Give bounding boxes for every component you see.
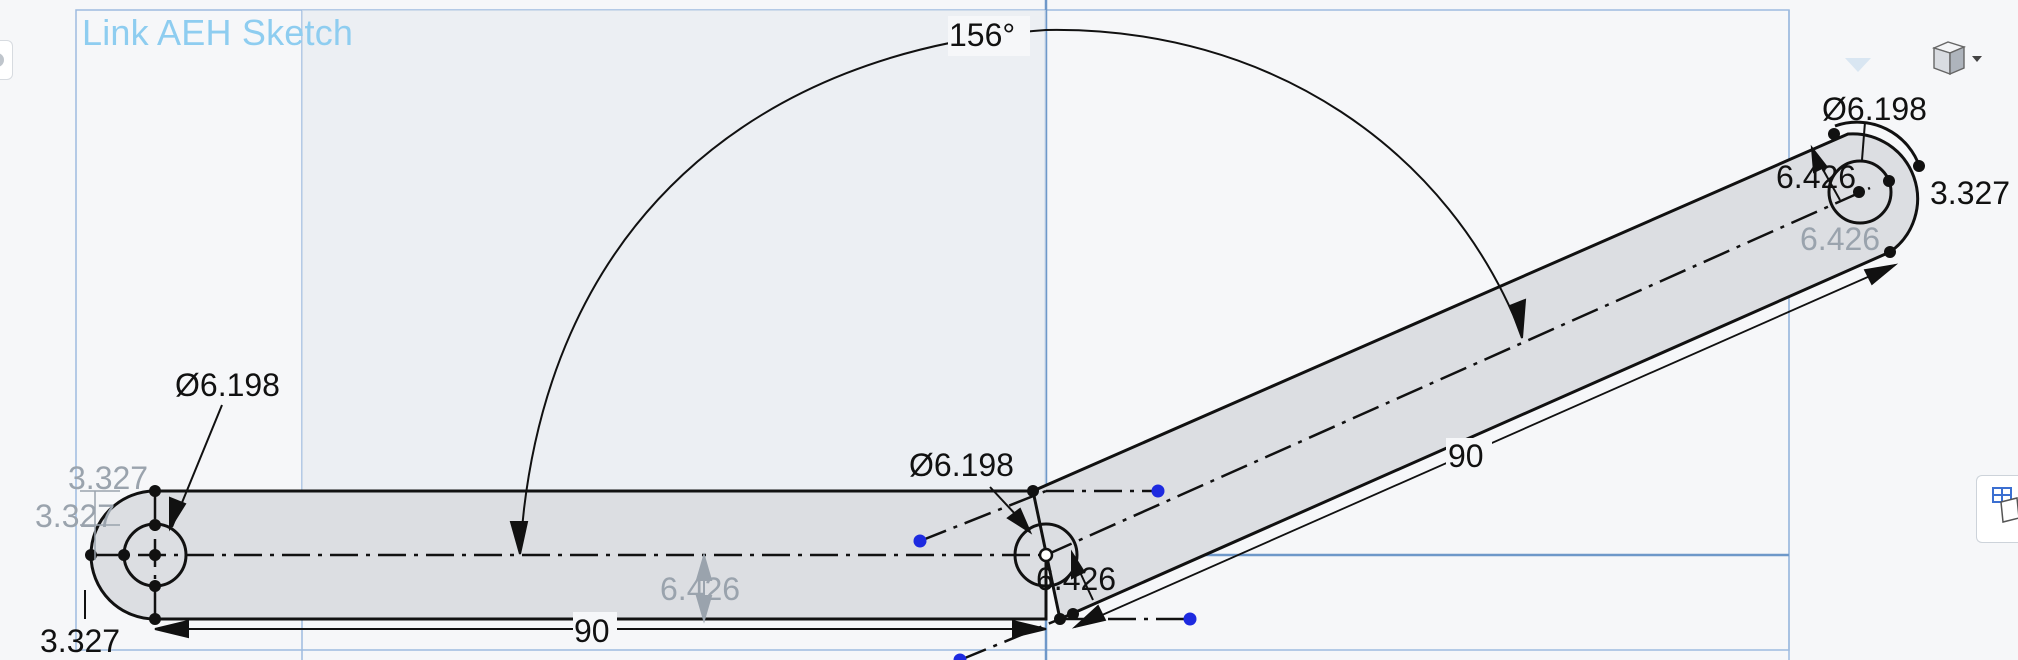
centerlines	[90, 186, 1871, 660]
thickness-mid-label[interactable]: 6.426	[1036, 561, 1116, 597]
width-left-side-label[interactable]: 3.327	[35, 498, 115, 534]
width-right-label[interactable]: 3.327	[1930, 175, 2010, 211]
diagonal-link-body[interactable]	[1031, 132, 1920, 622]
dia-mid-label[interactable]: Ø6.198	[909, 447, 1014, 483]
length-bottom-bg	[573, 612, 617, 648]
right-end-arc	[1834, 120, 1922, 169]
view-cube-button[interactable]	[1926, 38, 1986, 82]
diameter-leaders	[169, 121, 1866, 535]
length-bottom-label[interactable]: 90	[574, 613, 610, 649]
left-panel-stub[interactable]	[0, 40, 13, 80]
thickness-right-top-label[interactable]: 6.426	[1776, 159, 1856, 195]
thickness-right-bottom-label[interactable]: 6.426	[1800, 221, 1880, 257]
construction-endpoints[interactable]	[913, 484, 1197, 660]
hole-right[interactable]	[1827, 159, 1893, 225]
caret-down-icon	[1972, 56, 1982, 62]
length-diag-bg	[1446, 438, 1492, 474]
plane-shade	[302, 10, 1046, 555]
length-diag-label[interactable]: 90	[1448, 438, 1484, 474]
dia-left-label[interactable]: Ø6.198	[175, 367, 280, 403]
panel-handle-icon	[0, 53, 4, 67]
thickness-center-label[interactable]: 6.426	[660, 571, 740, 607]
dia-right-label[interactable]: Ø6.198	[1822, 91, 1927, 127]
width-left-top-label[interactable]: 3.327	[68, 460, 148, 496]
left-width-guides	[80, 490, 120, 619]
width-left-bottom-label[interactable]: 3.327	[40, 623, 120, 659]
horizontal-link-body[interactable]	[89, 489, 1048, 621]
sketch-table-tab[interactable]	[1976, 475, 2018, 543]
angle-label[interactable]: 156°	[949, 17, 1015, 53]
origin-point[interactable]	[1038, 547, 1054, 563]
sketch-table-icon	[1992, 487, 2018, 523]
thickness-mid-arrows	[1071, 549, 1094, 601]
sketch-points[interactable]	[85, 128, 1925, 625]
view-cube-icon	[1931, 41, 1982, 76]
hole-mid[interactable]	[1013, 522, 1079, 588]
thickness-right-arrows	[1810, 144, 1841, 201]
sketch-title: Link AEH Sketch	[82, 12, 354, 53]
angle-label-bg	[948, 16, 1030, 56]
thickness-center-arrows	[695, 552, 713, 624]
view-triangle-icon	[1845, 58, 1871, 72]
